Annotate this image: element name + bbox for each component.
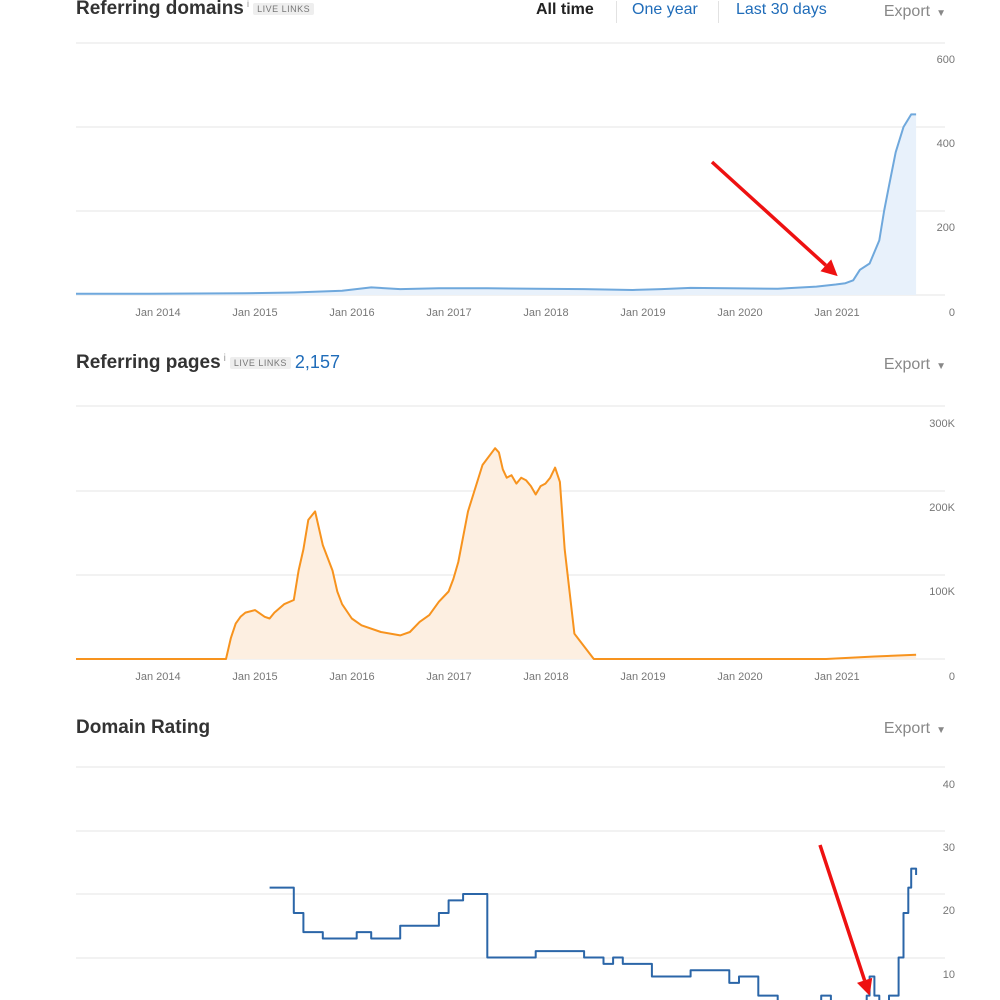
annotation-arrowhead [857, 977, 873, 996]
x-tick-label: Jan 2019 [620, 307, 665, 319]
x-tick-label: Jan 2015 [232, 307, 277, 319]
tab-divider [616, 1, 617, 23]
x-tick-label: Jan 2020 [717, 307, 762, 319]
y-tick-label: 300K [929, 418, 955, 430]
series-line [76, 447, 917, 660]
referring-pages-count: 2,157 [294, 352, 340, 372]
series-area [76, 448, 917, 659]
x-tick-label: Jan 2014 [135, 307, 180, 319]
y-tick-label: 0 [949, 307, 955, 319]
x-tick-label: Jan 2017 [426, 307, 471, 319]
x-tick-label: Jan 2018 [523, 671, 568, 683]
y-tick-label: 400 [937, 138, 955, 150]
caret-down-icon: ▼ [936, 725, 946, 736]
referring-domains-title-text: Referring domains [76, 0, 244, 19]
y-tick-label: 200K [929, 502, 955, 514]
export-button[interactable]: Export ▼ [884, 3, 946, 21]
export-button[interactable]: Export ▼ [884, 720, 946, 738]
y-tick-label: 30 [943, 842, 955, 854]
export-label: Export [883, 720, 931, 737]
domain-rating-title: Domain Rating [76, 717, 210, 739]
export-button[interactable]: Export ▼ [884, 356, 946, 374]
annotation-arrow [818, 844, 867, 981]
export-label: Export [883, 3, 931, 20]
y-tick-label: 200 [937, 222, 955, 234]
y-tick-label: 40 [943, 779, 955, 791]
referring-domains-chart: 0 200 400 600 Jan 2014 Jan 2015 Jan 2016 Jan 20… [76, 42, 955, 319]
caret-down-icon: ▼ [936, 361, 946, 372]
series-line [269, 867, 918, 1000]
referring-domains-section: Referring domains i LIVE LINKS All time On… [0, 0, 1000, 330]
info-icon[interactable]: i [223, 352, 226, 364]
info-icon[interactable]: i [246, 0, 250, 10]
x-tick-label: Jan 2016 [329, 307, 374, 319]
x-tick-label: Jan 2020 [717, 671, 762, 683]
tab-all-time[interactable]: All time [536, 1, 594, 18]
x-tick-label: Jan 2018 [523, 307, 568, 319]
x-tick-label: Jan 2016 [329, 671, 374, 683]
caret-down-icon: ▼ [936, 8, 946, 19]
live-links-badge: LIVE LINKS [229, 356, 291, 369]
x-tick-label: Jan 2021 [814, 307, 859, 319]
y-tick-label: 100K [929, 586, 955, 598]
y-tick-label: 10 [943, 969, 955, 981]
series-line [76, 113, 917, 295]
x-tick-label: Jan 2014 [135, 671, 180, 683]
referring-pages-title-text: Referring pages [76, 352, 221, 373]
referring-domains-title: Referring domains i LIVE LINKS [76, 0, 315, 20]
export-label: Export [883, 356, 931, 373]
y-tick-label: 0 [949, 671, 955, 683]
referring-pages-title: Referring pages i LIVE LINKS 2,157 [76, 352, 340, 374]
domain-rating-section: Domain Rating Export ▼ [0, 700, 1000, 1000]
live-links-badge: LIVE LINKS [253, 2, 315, 15]
x-tick-label: Jan 2021 [814, 671, 859, 683]
y-tick-label: 600 [937, 54, 955, 66]
x-tick-label: Jan 2017 [426, 671, 471, 683]
x-tick-label: Jan 2019 [620, 671, 665, 683]
tab-divider [718, 1, 719, 23]
y-tick-label: 20 [943, 905, 955, 917]
annotation-arrowhead [820, 259, 838, 277]
x-tick-label: Jan 2015 [232, 671, 277, 683]
referring-pages-chart: 0 100K 200K 300K Jan 2014 Jan 2015 Jan 2016 Jan… [76, 405, 956, 683]
tab-last-30-days[interactable]: Last 30 days [736, 1, 827, 18]
referring-pages-section: Referring pages i LIVE LINKS 2,157 Export ▼ [0, 340, 1000, 690]
annotation-arrow [710, 160, 828, 267]
tab-one-year[interactable]: One year [632, 1, 698, 18]
domain-rating-title-text: Domain Rating [76, 717, 211, 738]
